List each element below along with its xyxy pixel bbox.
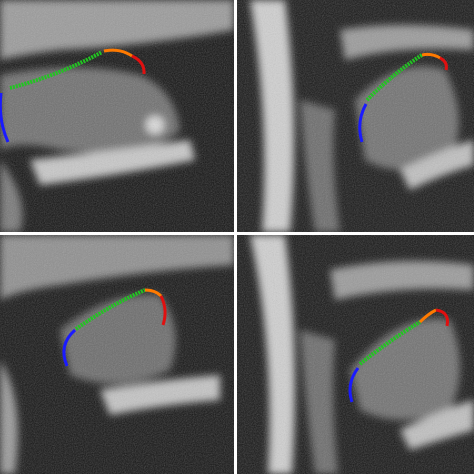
mri-panel [237, 235, 474, 474]
mri-panel [237, 0, 474, 232]
mri-panel [0, 235, 234, 474]
mri-panel [0, 0, 234, 232]
